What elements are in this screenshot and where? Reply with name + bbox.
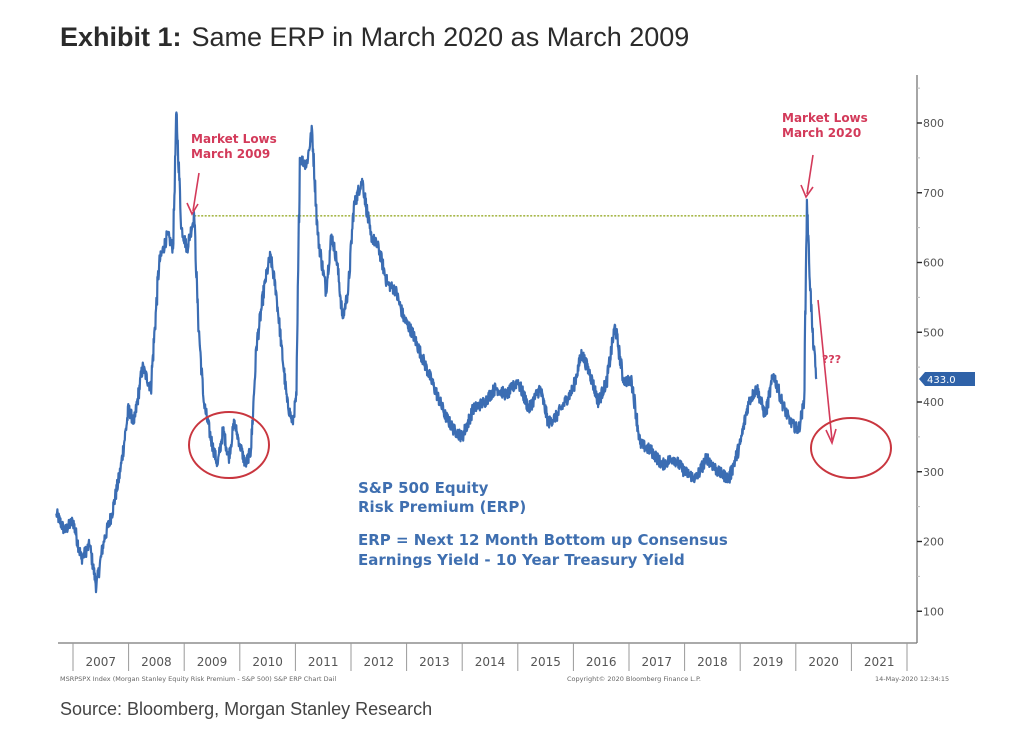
arrow-icon-2009 (186, 172, 200, 216)
y-tick-label-600: 600 (923, 257, 944, 270)
y-tick-label-700: 700 (923, 187, 944, 200)
x-tick-label-2020: 2020 (808, 655, 839, 669)
x-tick-label-2015: 2015 (530, 655, 561, 669)
last-value-text: 433.0 (927, 375, 956, 386)
footer-index-label: MSRPSPX Index (Morgan Stanley Equity Ris… (60, 675, 336, 683)
exhibit-title: Same ERP in March 2020 as March 2009 (191, 22, 690, 52)
y-tick-label-200: 200 (923, 536, 944, 549)
x-tick-label-2010: 2010 (252, 655, 283, 669)
source-note: Source: Bloomberg, Morgan Stanley Resear… (60, 699, 433, 719)
page-title: Exhibit 1: Same ERP in March 2020 as Marc… (60, 22, 689, 53)
exhibit-label: Exhibit 1: (60, 22, 182, 52)
x-tick-label-2021: 2021 (864, 655, 895, 669)
x-tick-label-2016: 2016 (586, 655, 617, 669)
x-tick-label-2017: 2017 (642, 655, 673, 669)
x-tick-label-2018: 2018 (697, 655, 728, 669)
circle-target-2020 (810, 417, 892, 479)
y-tick-label-300: 300 (923, 466, 944, 479)
x-tick-label-2009: 2009 (197, 655, 228, 669)
y-axis: 100 200 300 400 500 600 700 800 (917, 87, 944, 618)
y-tick-label-500: 500 (923, 326, 944, 339)
erp-series-line (55, 111, 818, 594)
textbox-line2: Risk Premium (ERP) (358, 498, 526, 516)
textbox-line3: ERP = Next 12 Month Bottom up Consensus (358, 531, 728, 549)
circle-2009-lows (188, 411, 270, 479)
footer-copyright: Copyright© 2020 Bloomberg Finance L.P. (567, 675, 701, 683)
x-tick-label-2008: 2008 (141, 655, 172, 669)
chart-frame (58, 75, 918, 644)
x-tick-label-2014: 2014 (475, 655, 506, 669)
annotation-2009-line2: March 2009 (191, 147, 270, 161)
annotation-question: ??? (822, 353, 841, 366)
textbox-line4: Earnings Yield - 10 Year Treasury Yield (358, 551, 685, 569)
x-tick-label-2013: 2013 (419, 655, 450, 669)
arrow-icon-down (817, 299, 837, 446)
annotation-2020-line2: March 2020 (782, 126, 861, 140)
last-value-badge: 433.0 (919, 371, 975, 386)
y-tick-label-400: 400 (923, 396, 944, 409)
y-tick-label-100: 100 (923, 605, 944, 618)
x-tick-label-2011: 2011 (308, 655, 339, 669)
x-tick-label-2007: 2007 (86, 655, 117, 669)
x-axis: 2007 2008 2009 2010 2011 2012 2013 2014 2015 2016… (72, 643, 908, 671)
arrow-icon-2020 (800, 154, 814, 199)
annotation-2009-line1: Market Lows (191, 132, 277, 146)
x-tick-label-2019: 2019 (753, 655, 784, 669)
footer-timestamp: 14-May-2020 12:34:15 (875, 675, 949, 683)
y-tick-label-800: 800 (923, 117, 944, 130)
annotation-2020-line1: Market Lows (782, 111, 868, 125)
textbox-line1: S&P 500 Equity (358, 479, 489, 497)
x-tick-label-2012: 2012 (364, 655, 395, 669)
